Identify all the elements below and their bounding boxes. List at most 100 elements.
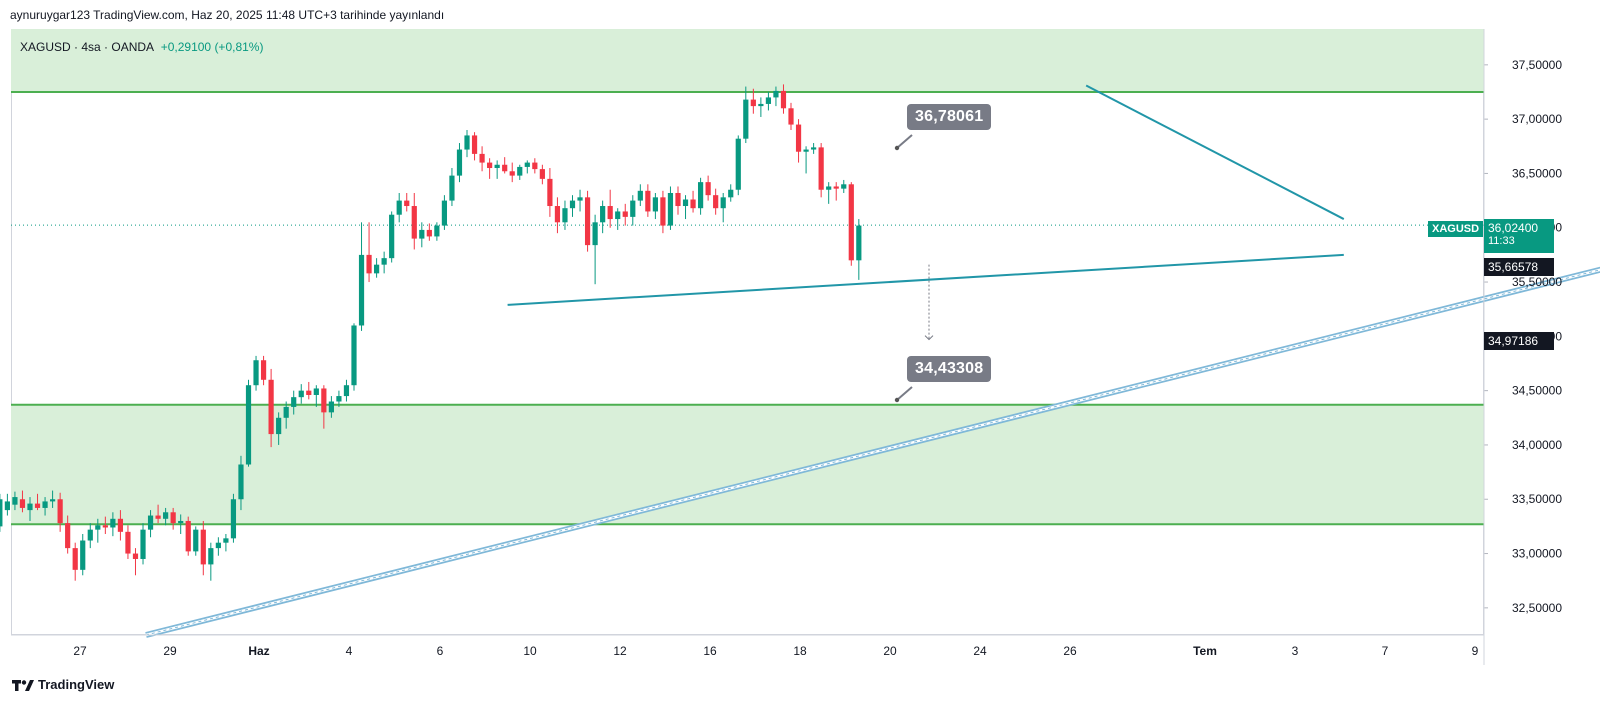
candle-body [600, 206, 606, 223]
current-price-value: 36,02400 [1488, 221, 1539, 235]
symbol-price-tag: XAGUSD [1428, 221, 1484, 237]
candle-body [72, 548, 78, 570]
callout-upper[interactable]: 36,78061 [907, 104, 992, 130]
candle-body [735, 138, 741, 190]
candle-body [833, 186, 839, 189]
candle-body [27, 503, 33, 511]
callout-lower-pointer [896, 386, 913, 401]
callout-upper-dot [894, 145, 900, 151]
candle-body [441, 200, 448, 226]
candle-body [841, 184, 847, 189]
candle-body [223, 538, 229, 543]
candle-body [750, 99, 756, 107]
candle-body [569, 200, 576, 209]
candle-body [381, 258, 387, 265]
candle-body [163, 512, 169, 519]
candle-body [230, 499, 237, 539]
candle-body [426, 229, 432, 237]
candle-body [494, 164, 500, 169]
candle-body [65, 523, 71, 549]
y-tick-label: 37,00000 [1512, 112, 1562, 126]
candle-body [562, 208, 568, 223]
candle-body [321, 388, 327, 413]
x-tick-label: Tem [1193, 644, 1217, 658]
candle-body [539, 169, 545, 179]
candle-body [411, 206, 417, 239]
candle-body [147, 515, 154, 530]
candle-body [313, 388, 319, 395]
candle-body [818, 147, 824, 190]
candle-body [532, 162, 538, 170]
candle-body [389, 214, 395, 259]
candle-body [811, 147, 817, 150]
candle-body [645, 190, 651, 212]
candle-body [622, 211, 628, 217]
candle-body [0, 499, 3, 527]
candle-body [170, 512, 176, 524]
zone-fill-resistance [11, 29, 1484, 92]
candle-body [456, 149, 463, 176]
candle-body [193, 529, 199, 552]
candle-body [238, 464, 244, 500]
candle-body [298, 390, 304, 398]
x-tick-label: 6 [437, 644, 444, 658]
candle-body [95, 525, 101, 530]
trendline-ascending-channel-inner [145, 268, 1600, 637]
candle-body [652, 197, 658, 212]
candle-body [547, 178, 553, 207]
candle-body [291, 397, 297, 407]
candle-body [19, 499, 26, 508]
x-tick-label: 4 [346, 644, 353, 658]
candle-body [758, 103, 764, 107]
trendline-descending [1085, 84, 1345, 220]
candle-body [584, 197, 591, 246]
trendline-neckline [507, 253, 1344, 306]
candle-body [42, 501, 48, 508]
candle-body [351, 325, 357, 386]
candle-body [630, 200, 636, 217]
candle-body [826, 186, 832, 190]
candle-body [253, 360, 259, 386]
candle-body [117, 518, 124, 532]
candle-body [637, 190, 643, 201]
candle-body [208, 548, 214, 565]
candle-body [140, 529, 146, 559]
candle-body [366, 254, 372, 274]
candle-body [675, 192, 681, 207]
candle-body [34, 503, 41, 508]
brand-name: TradingView [38, 677, 115, 692]
x-tick-label: 24 [973, 644, 987, 658]
candle-body [720, 197, 726, 209]
candle-body [705, 182, 711, 196]
candle-body [615, 211, 621, 220]
x-tick-label: 27 [73, 644, 87, 658]
candle-body [215, 542, 221, 549]
tradingview-brand: TradingView [12, 677, 114, 692]
candle-body [328, 401, 334, 413]
candle-body [80, 540, 86, 570]
x-tick-label: 9 [1472, 644, 1479, 658]
candle-body [765, 97, 772, 104]
callout-lower[interactable]: 34,43308 [907, 356, 992, 382]
candle-body [358, 254, 365, 326]
candle-body [592, 222, 598, 246]
callout-upper-pointer [896, 134, 913, 149]
candle-body [743, 99, 749, 139]
callout-lower-dot [894, 397, 900, 403]
candle-body [848, 184, 854, 261]
candle-body [260, 360, 267, 380]
candle-body [524, 162, 530, 167]
symbol-name: XAGUSD · 4sa · OANDA [20, 40, 154, 54]
x-tick-label: 29 [163, 644, 177, 658]
y-tick-label: 35,50000 [1512, 275, 1562, 289]
x-tick-label: 26 [1063, 644, 1077, 658]
candle-body [713, 195, 719, 209]
candle-body [57, 499, 63, 524]
candle-body [479, 153, 485, 163]
y-tick-label: 34,00000 [1512, 438, 1562, 452]
candle-body [200, 529, 206, 565]
candle-body [803, 149, 809, 152]
y-tick-label: 33,50000 [1512, 492, 1562, 506]
candle-body [773, 90, 779, 98]
